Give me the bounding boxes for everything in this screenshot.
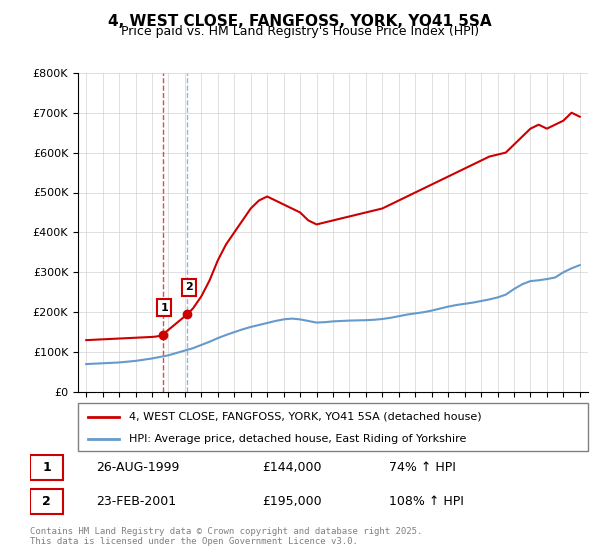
Text: 26-AUG-1999: 26-AUG-1999 [96,461,179,474]
Text: 2: 2 [42,495,51,508]
Text: 74% ↑ HPI: 74% ↑ HPI [389,461,455,474]
Text: 4, WEST CLOSE, FANGFOSS, YORK, YO41 5SA: 4, WEST CLOSE, FANGFOSS, YORK, YO41 5SA [108,14,492,29]
Text: HPI: Average price, detached house, East Riding of Yorkshire: HPI: Average price, detached house, East… [129,434,466,444]
FancyBboxPatch shape [78,403,588,451]
Text: 1: 1 [42,461,51,474]
Text: £144,000: £144,000 [262,461,322,474]
Text: 23-FEB-2001: 23-FEB-2001 [96,495,176,508]
Text: 108% ↑ HPI: 108% ↑ HPI [389,495,464,508]
Text: Contains HM Land Registry data © Crown copyright and database right 2025.
This d: Contains HM Land Registry data © Crown c… [30,526,422,546]
Text: 4, WEST CLOSE, FANGFOSS, YORK, YO41 5SA (detached house): 4, WEST CLOSE, FANGFOSS, YORK, YO41 5SA … [129,412,482,422]
Text: 2: 2 [185,282,193,292]
Text: 1: 1 [160,302,168,312]
FancyBboxPatch shape [30,455,63,480]
Text: £195,000: £195,000 [262,495,322,508]
Text: Price paid vs. HM Land Registry's House Price Index (HPI): Price paid vs. HM Land Registry's House … [121,25,479,38]
FancyBboxPatch shape [30,488,63,514]
